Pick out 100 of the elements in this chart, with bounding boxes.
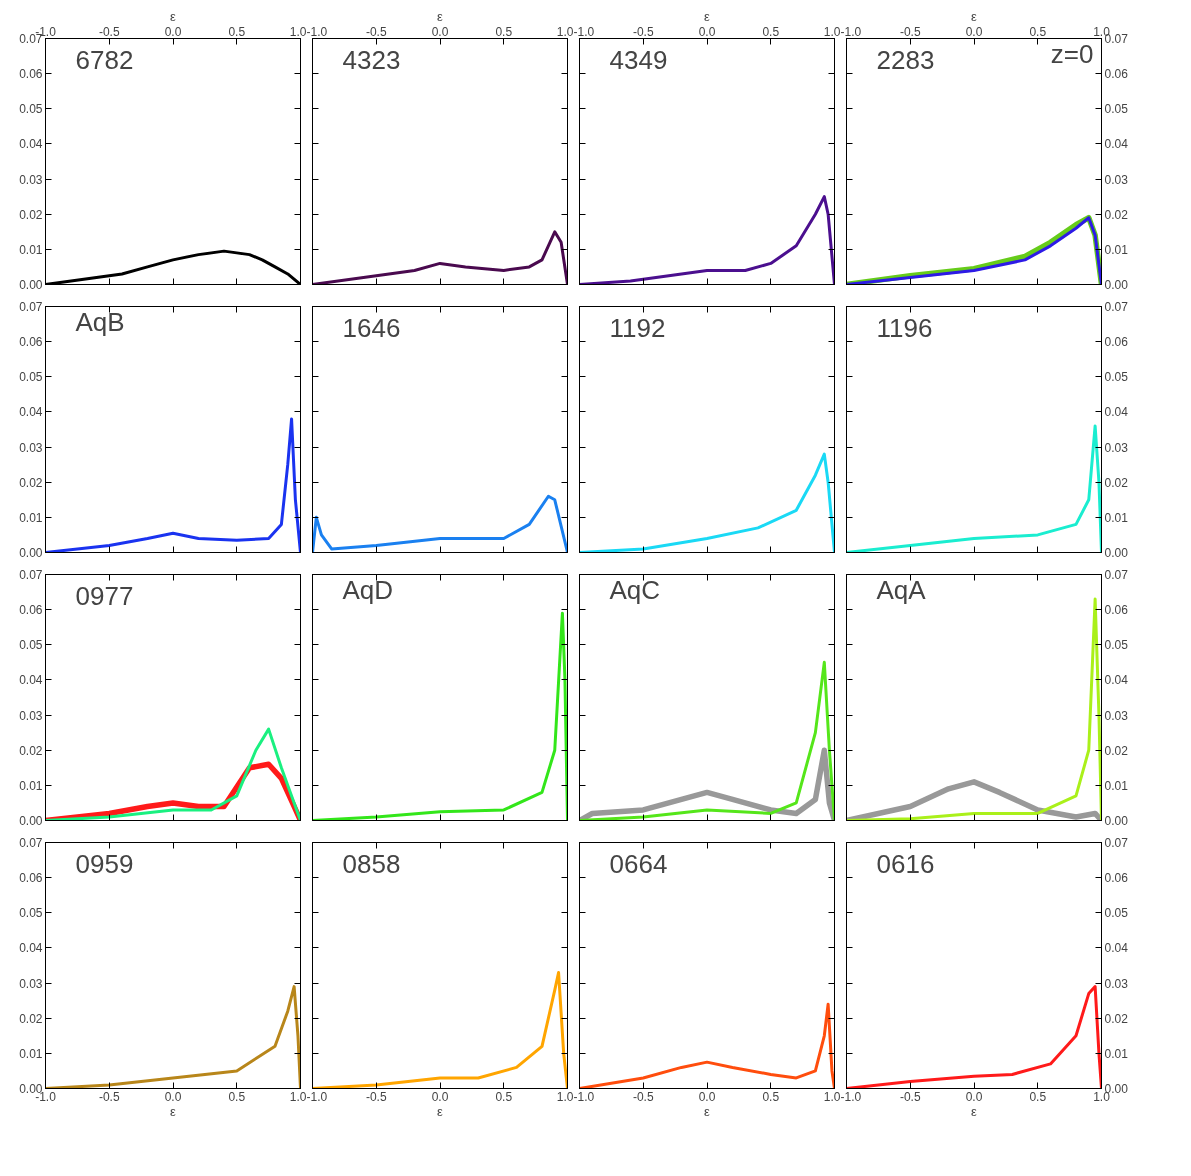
y-tick-label: 0.07 — [19, 836, 43, 850]
x2-tick-label: 0.5 — [228, 24, 246, 39]
y2-tick-label: 0.00 — [1104, 814, 1129, 828]
x2-tick-label: 0.0 — [965, 24, 983, 39]
y2-tick-label: 0.07 — [1104, 300, 1129, 314]
x-axis-title: ε — [437, 1103, 444, 1119]
y2-tick-label: 0.07 — [1104, 568, 1129, 582]
y-tick-label: 0.04 — [19, 405, 43, 420]
y2-tick-label: 0.02 — [1104, 207, 1129, 222]
x2-axis-title: ε — [170, 8, 177, 24]
annotation: 1646 — [342, 312, 401, 343]
annotation: AqC — [609, 574, 661, 605]
x2-tick-label: -0.5 — [899, 24, 921, 39]
y2-tick-label: 0.07 — [1104, 836, 1129, 850]
y-tick-label: 0.00 — [19, 278, 43, 292]
x-tick-label: -1.0 — [840, 1089, 862, 1104]
y2-tick-label: 0.03 — [1104, 172, 1129, 187]
y2-tick-label: 0.01 — [1104, 242, 1129, 257]
annotation: 0858 — [342, 848, 401, 879]
y-tick-label: 0.01 — [19, 242, 43, 257]
y2-tick-label: 0.04 — [1104, 941, 1129, 956]
y2-tick-label: 0.05 — [1104, 906, 1129, 921]
y-tick-label: 0.03 — [19, 708, 43, 723]
y-tick-label: 0.04 — [19, 941, 43, 956]
x2-tick-label: 0.5 — [1029, 24, 1047, 39]
x-tick-label: 0.0 — [965, 1089, 983, 1104]
x2-tick-label: 0.0 — [698, 24, 716, 39]
y-tick-label: 0.06 — [19, 603, 43, 618]
y2-tick-label: 0.04 — [1104, 405, 1129, 420]
y-tick-label: 0.00 — [19, 814, 43, 828]
annotation: 1192 — [609, 312, 666, 343]
y2-tick-label: 0.02 — [1104, 1011, 1129, 1026]
annotation: 4323 — [342, 44, 401, 75]
x2-tick-label: 1.0 — [556, 24, 574, 39]
annotation: 0977 — [75, 580, 134, 611]
x-tick-label: 0.5 — [762, 1089, 780, 1104]
y-tick-label: 0.05 — [19, 638, 43, 653]
y-tick-label: 0.05 — [19, 370, 43, 385]
y2-tick-label: 0.00 — [1104, 546, 1129, 560]
y-tick-label: 0.05 — [19, 102, 43, 117]
y-tick-label: 0.04 — [19, 137, 43, 152]
x-axis-title: ε — [170, 1103, 177, 1119]
y-tick-label: 0.02 — [19, 207, 43, 222]
x2-tick-label: -0.5 — [632, 24, 654, 39]
y2-tick-label: 0.00 — [1104, 278, 1129, 292]
x-tick-label: 0.5 — [495, 1089, 513, 1104]
y2-tick-label: 0.01 — [1104, 510, 1129, 525]
x-tick-label: 0.0 — [698, 1089, 716, 1104]
y2-tick-label: 0.01 — [1104, 1046, 1129, 1061]
annotation: 0664 — [609, 848, 668, 879]
y2-tick-label: 0.06 — [1104, 603, 1129, 618]
x-tick-label: 1.0 — [289, 1089, 307, 1104]
x2-tick-label: -1.0 — [840, 24, 862, 39]
y-tick-label: 0.02 — [19, 743, 43, 758]
y2-tick-label: 0.03 — [1104, 708, 1129, 723]
annotation: z=0 — [1050, 38, 1094, 69]
annotation: 0616 — [876, 848, 935, 879]
annotation: 1196 — [876, 312, 933, 343]
y-tick-label: 0.07 — [19, 568, 43, 582]
y-tick-label: 0.00 — [19, 546, 43, 560]
x-tick-label: -0.5 — [899, 1089, 921, 1104]
y-tick-label: 0.02 — [19, 475, 43, 490]
x2-tick-label: 0.0 — [164, 24, 182, 39]
y-tick-label: 0.01 — [19, 778, 43, 793]
x2-tick-label: 0.5 — [495, 24, 513, 39]
x2-tick-label: -1.0 — [306, 24, 328, 39]
y2-tick-label: 0.06 — [1104, 67, 1129, 82]
y2-tick-label: 0.03 — [1104, 976, 1129, 991]
x-tick-label: 0.0 — [164, 1089, 182, 1104]
x2-tick-label: -1.0 — [573, 24, 595, 39]
annotation: AqD — [342, 574, 394, 605]
x2-tick-label: -0.5 — [98, 24, 120, 39]
x-tick-label: -1.0 — [306, 1089, 328, 1104]
y-tick-label: 0.06 — [19, 335, 43, 350]
x2-tick-label: 0.0 — [431, 24, 449, 39]
annotation: 0959 — [75, 848, 134, 879]
annotation: 2283 — [876, 44, 935, 75]
y-tick-label: 0.04 — [19, 673, 43, 688]
x-tick-label: 1.0 — [823, 1089, 841, 1104]
y2-tick-label: 0.01 — [1104, 778, 1129, 793]
annotation: AqB — [75, 306, 125, 337]
x2-axis-title: ε — [704, 8, 711, 24]
y-tick-label: 0.06 — [19, 67, 43, 82]
x-tick-label: -1.0 — [573, 1089, 595, 1104]
y2-tick-label: 0.05 — [1104, 638, 1129, 653]
x-axis-title: ε — [971, 1103, 978, 1119]
y-tick-label: 0.03 — [19, 172, 43, 187]
y2-tick-label: 0.06 — [1104, 871, 1129, 886]
y2-tick-label: 0.06 — [1104, 335, 1129, 350]
x-tick-label: -0.5 — [365, 1089, 387, 1104]
annotation: 4349 — [609, 44, 668, 75]
x-tick-label: 0.0 — [431, 1089, 449, 1104]
x2-axis-title: ε — [437, 8, 444, 24]
annotation: 6782 — [75, 44, 134, 75]
x2-tick-label: 1.0 — [823, 24, 841, 39]
y2-tick-label: 0.02 — [1104, 475, 1129, 490]
y2-tick-label: 0.05 — [1104, 370, 1129, 385]
x2-axis-title: ε — [971, 8, 978, 24]
x2-tick-label: 0.5 — [762, 24, 780, 39]
y-tick-label: 0.07 — [19, 300, 43, 314]
